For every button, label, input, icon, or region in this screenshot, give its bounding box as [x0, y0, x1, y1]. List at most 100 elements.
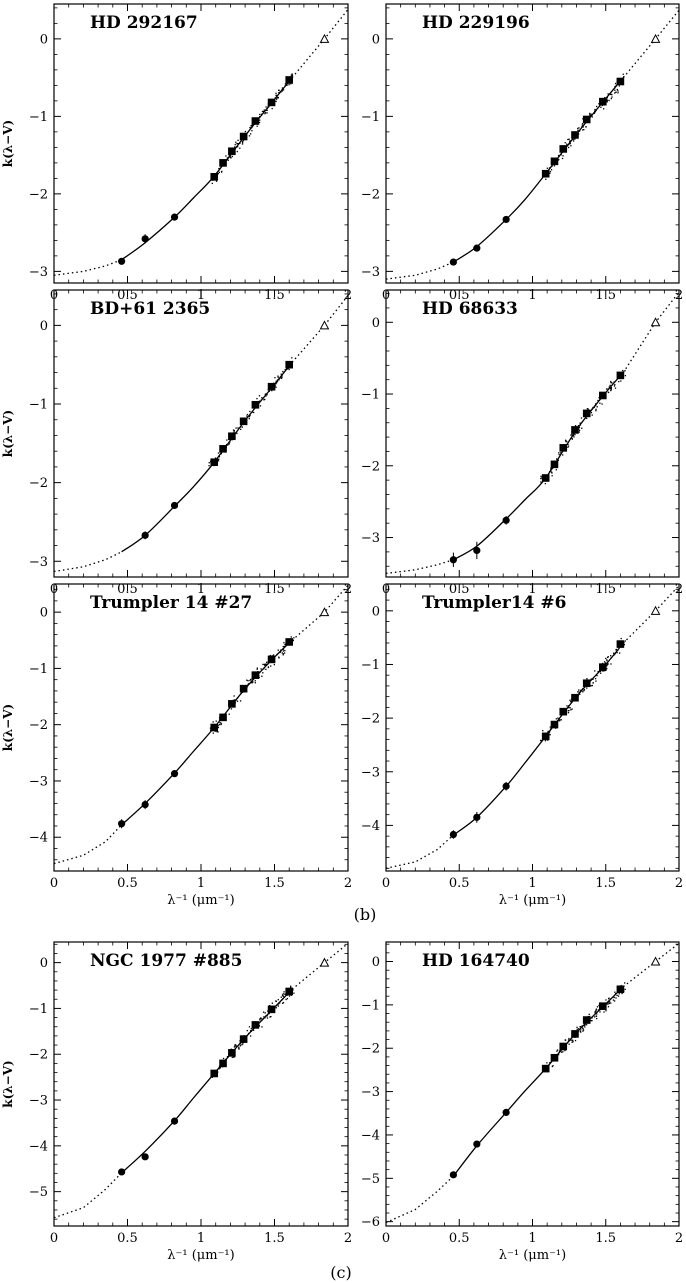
- spectrum-speck: [549, 726, 551, 728]
- spectrum-speck: [569, 140, 571, 142]
- spectrum-speck: [258, 676, 260, 679]
- spectrum-speck: [256, 397, 258, 400]
- spectrum-speck: [211, 1076, 213, 1078]
- spectrum-specks: [211, 73, 294, 185]
- photometry-square: [550, 157, 559, 166]
- y-tick-label: −1: [29, 1002, 48, 1017]
- spectrum-speck: [571, 1039, 573, 1041]
- spectrum-speck: [277, 375, 279, 377]
- spectrum-speck: [251, 124, 253, 126]
- spectrum-speck: [226, 439, 228, 441]
- spectrum-speck: [572, 434, 575, 437]
- spectrum-speck: [282, 645, 284, 648]
- y-tick-label: −1: [29, 398, 48, 413]
- spectrum-speck: [252, 681, 254, 683]
- y-tick-label: −2: [29, 1048, 48, 1063]
- spectrum-speck: [614, 87, 616, 89]
- spectrum-speck: [567, 712, 570, 714]
- spectrum-speck: [275, 386, 277, 388]
- photometry-circle: [170, 770, 179, 778]
- photometry-square: [582, 115, 591, 124]
- reference-triangle: [650, 956, 661, 966]
- spectrum-speck: [606, 656, 609, 659]
- spectrum-speck: [615, 91, 617, 93]
- photometry-square: [267, 1005, 276, 1014]
- star-name: NGC 1977 #885: [90, 951, 242, 971]
- spectrum-speck: [559, 719, 561, 721]
- spectrum-speck: [551, 475, 553, 477]
- spectrum-speck: [580, 1031, 582, 1033]
- photometry-square: [239, 417, 248, 426]
- star-name: Trumpler14 #6: [422, 593, 566, 613]
- spectrum-speck: [236, 697, 239, 699]
- spectrum-speck: [222, 1057, 225, 1060]
- y-tick-label: −3: [29, 1094, 48, 1109]
- spectrum-speck: [259, 405, 262, 407]
- spectrum-speck: [238, 1046, 240, 1048]
- spectrum-speck: [616, 89, 619, 91]
- spectrum-speck: [558, 452, 560, 454]
- spectrum-speck: [577, 424, 580, 427]
- photometry-square: [251, 1021, 260, 1029]
- spectrum-speck: [585, 1024, 587, 1026]
- spectrum-speck: [234, 699, 236, 701]
- star-name: HD 68633: [422, 299, 518, 319]
- photometry-square: [219, 713, 227, 722]
- panel-8: 0 0.5 1 1.5 2 0 −1 −2 −3 −4 −5 −6 HD 164740 λ⁻¹ (μm⁻¹…: [361, 941, 683, 1263]
- spectrum-speck: [276, 380, 279, 383]
- y-tick-label: −2: [29, 718, 48, 733]
- spectrum-speck: [217, 458, 219, 461]
- spectrum-speck: [599, 1011, 601, 1013]
- star-name: Trumpler 14 #27: [90, 593, 252, 613]
- spectrum-speck: [614, 653, 616, 655]
- spectrum-speck: [236, 150, 238, 153]
- photometry-square: [616, 985, 625, 994]
- spectrum-speck: [565, 441, 567, 443]
- photometry-circle: [502, 215, 510, 224]
- spectrum-speck: [579, 693, 581, 695]
- spectrum-speck: [217, 452, 220, 454]
- spectrum-speck: [218, 456, 221, 458]
- photometry-square: [210, 458, 219, 466]
- extrapolation-curve-high: [622, 9, 680, 79]
- spectrum-speck: [583, 690, 585, 692]
- spectrum-speck: [591, 408, 593, 410]
- spectrum-speck: [240, 428, 242, 431]
- reference-triangle: [650, 317, 661, 327]
- photometry-circle: [449, 1171, 457, 1179]
- spectrum-speck: [578, 689, 580, 691]
- spectrum-speck: [614, 991, 616, 993]
- y-tick-label: −1: [29, 662, 48, 677]
- spectrum-speck: [619, 652, 621, 654]
- spectrum-speck: [569, 141, 571, 143]
- spectrum-speck: [557, 719, 559, 722]
- spectrum-speck: [606, 664, 608, 666]
- fit-curve: [121, 988, 293, 1174]
- spectrum-speck: [262, 397, 264, 400]
- spectrum-speck: [582, 1029, 585, 1031]
- spectrum-speck: [264, 393, 266, 396]
- spectrum-speck: [580, 1026, 583, 1029]
- spectrum-speck: [283, 652, 286, 654]
- y-tick-label: −5: [361, 1172, 380, 1187]
- x-tick-label: 0: [50, 876, 58, 891]
- spectrum-speck: [247, 684, 249, 686]
- spectrum-speck: [282, 89, 285, 91]
- spectrum-speck: [235, 141, 237, 143]
- photometry-circle: [141, 800, 149, 809]
- spectrum-speck: [264, 113, 266, 115]
- spectrum-speck: [579, 1025, 582, 1028]
- extrapolation-curve-low: [385, 834, 454, 869]
- spectrum-speck: [263, 668, 265, 670]
- spectrum-speck: [577, 129, 579, 132]
- spectrum-speck: [567, 146, 570, 149]
- spectrum-speck: [610, 655, 612, 657]
- spectrum-speck: [286, 84, 288, 86]
- spectrum-speck: [249, 133, 252, 135]
- star-name: HD 164740: [422, 951, 530, 971]
- photometry-square: [228, 700, 236, 708]
- spectrum-speck: [276, 97, 278, 99]
- spectrum-speck: [607, 662, 609, 665]
- photometry-square: [616, 77, 625, 86]
- spectrum-speck: [266, 109, 268, 111]
